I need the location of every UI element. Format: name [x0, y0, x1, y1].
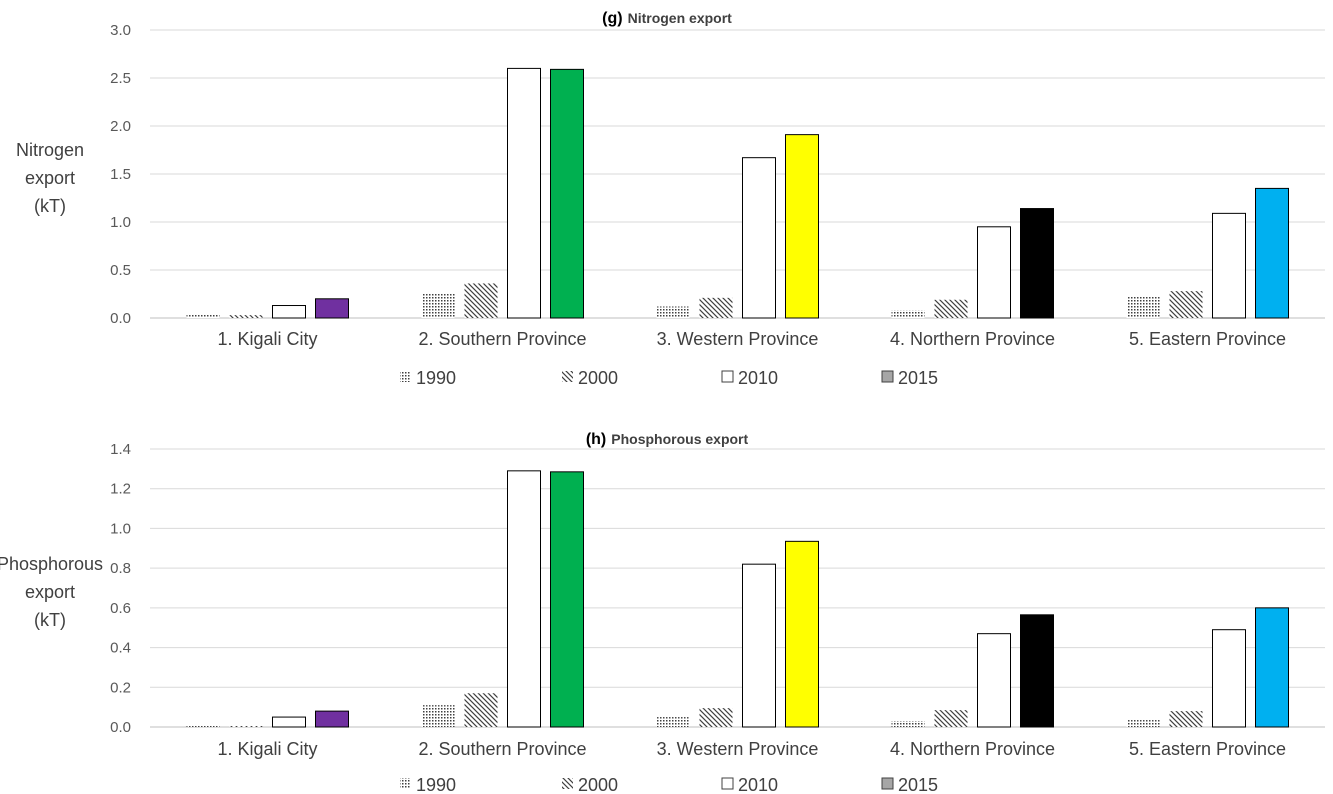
- y-tick-label: 2.0: [110, 118, 131, 135]
- bar-2010-1: [272, 716, 306, 728]
- category-label: 1. Kigali City: [217, 329, 317, 349]
- legend-label: 2015: [898, 775, 938, 794]
- legend-swatch-2015: [881, 370, 894, 383]
- bar-1990-5: [1126, 720, 1160, 727]
- bar-2010-3: [742, 563, 776, 728]
- bar-1990-1: [186, 726, 220, 727]
- chart-panel-0: 0.0 0.5 1.0 1.5 2.0 2.5 3.0 (g) Nitrogen export N…: [16, 10, 1325, 388]
- legend-label: 2010: [738, 775, 778, 794]
- category-label: 5. Eastern Province: [1129, 739, 1286, 759]
- category-label: 3. Western Province: [657, 329, 819, 349]
- bar-1990-1: [186, 314, 220, 318]
- bar-2015-1: [315, 710, 349, 728]
- y-tick-label: 0.0: [110, 719, 131, 736]
- bar-2015-4: [1020, 614, 1054, 728]
- y-tick-label: 0.0: [110, 310, 131, 327]
- bar-2015-5: [1255, 187, 1289, 319]
- y-tick-label: 0.5: [110, 262, 131, 279]
- bar-2015-2: [550, 471, 584, 728]
- legend-swatch-1990: [400, 371, 411, 382]
- bar-2000-4: [934, 299, 968, 318]
- chart-title: (g) Nitrogen export: [602, 10, 732, 27]
- bar-2015-3: [785, 134, 819, 319]
- chart-title: (h) Phosphorous export: [586, 431, 749, 448]
- chart-title-prefix: (g): [602, 10, 622, 27]
- bar-1990-2: [421, 294, 455, 318]
- chart-title-prefix: (h): [586, 431, 606, 448]
- y-tick-label: 1.4: [110, 441, 131, 458]
- y-axis-label: export: [25, 582, 75, 602]
- category-label: 1. Kigali City: [217, 739, 317, 759]
- y-axis-label: export: [25, 168, 75, 188]
- bar-2000-5: [1169, 291, 1203, 318]
- y-tick-label: 3.0: [110, 22, 131, 39]
- category-label: 2. Southern Province: [418, 739, 586, 759]
- bar-2015-2: [550, 68, 584, 319]
- y-tick-label: 0.4: [110, 640, 131, 657]
- bar-2010-2: [507, 67, 541, 319]
- bar-1990-5: [1126, 296, 1160, 318]
- category-label: 5. Eastern Province: [1129, 329, 1286, 349]
- y-axis-label: Phosphorous: [0, 554, 103, 574]
- bar-2000-2: [464, 693, 498, 727]
- legend-label: 2010: [738, 368, 778, 388]
- bar-2000-1: [229, 315, 263, 318]
- category-label: 2. Southern Province: [418, 329, 586, 349]
- y-tick-label: 1.0: [110, 214, 131, 231]
- chart-title-text: Nitrogen export: [628, 10, 733, 26]
- bar-1990-2: [421, 705, 455, 727]
- bar-2000-3: [699, 297, 733, 318]
- bar-1990-3: [656, 306, 690, 318]
- legend-swatch-2000: [562, 371, 573, 382]
- y-axis-label: Nitrogen: [16, 140, 84, 160]
- y-tick-label: 0.6: [110, 600, 131, 617]
- bar-2010-1: [272, 305, 306, 319]
- y-tick-label: 1.0: [110, 520, 131, 537]
- bar-2010-3: [742, 157, 776, 319]
- legend-swatch-2010: [721, 777, 734, 790]
- y-tick-label: 2.5: [110, 70, 131, 87]
- bar-2015-4: [1020, 208, 1054, 319]
- y-tick-label: 1.2: [110, 481, 131, 498]
- bar-1990-4: [891, 310, 925, 318]
- bar-2000-2: [464, 283, 498, 318]
- bar-2000-4: [934, 710, 968, 727]
- bar-2015-5: [1255, 607, 1289, 728]
- bar-2010-5: [1212, 629, 1246, 728]
- chart-title-text: Phosphorous export: [611, 431, 748, 447]
- legend-swatch-2015: [881, 777, 894, 790]
- y-axis-label: (kT): [34, 610, 66, 630]
- bar-2010-2: [507, 470, 541, 728]
- legend-swatch-2000: [562, 778, 573, 789]
- bar-1990-3: [656, 717, 690, 727]
- legend-label: 2000: [578, 368, 618, 388]
- legend-label: 1990: [416, 368, 456, 388]
- legend-label: 1990: [416, 775, 456, 794]
- bar-2010-5: [1212, 212, 1246, 319]
- legend-label: 2015: [898, 368, 938, 388]
- bar-2010-4: [977, 633, 1011, 728]
- chart-panel-1: 0.0 0.2 0.4 0.6 0.8 1.0 1.2 1.4 (h) Phosphorous e…: [0, 431, 1325, 794]
- y-tick-label: 0.2: [110, 679, 131, 696]
- y-tick-label: 1.5: [110, 166, 131, 183]
- bar-2000-3: [699, 708, 733, 727]
- category-label: 3. Western Province: [657, 739, 819, 759]
- bar-2015-1: [315, 298, 349, 319]
- bar-2010-4: [977, 226, 1011, 319]
- y-tick-label: 0.8: [110, 560, 131, 577]
- legend-swatch-1990: [400, 778, 411, 789]
- category-label: 4. Northern Province: [890, 329, 1055, 349]
- bar-2000-1: [229, 726, 263, 727]
- bar-1990-4: [891, 721, 925, 727]
- legend-swatch-2010: [721, 370, 734, 383]
- y-axis-label: (kT): [34, 196, 66, 216]
- bar-2015-3: [785, 540, 819, 728]
- legend-label: 2000: [578, 775, 618, 794]
- bar-2000-5: [1169, 711, 1203, 727]
- category-label: 4. Northern Province: [890, 739, 1055, 759]
